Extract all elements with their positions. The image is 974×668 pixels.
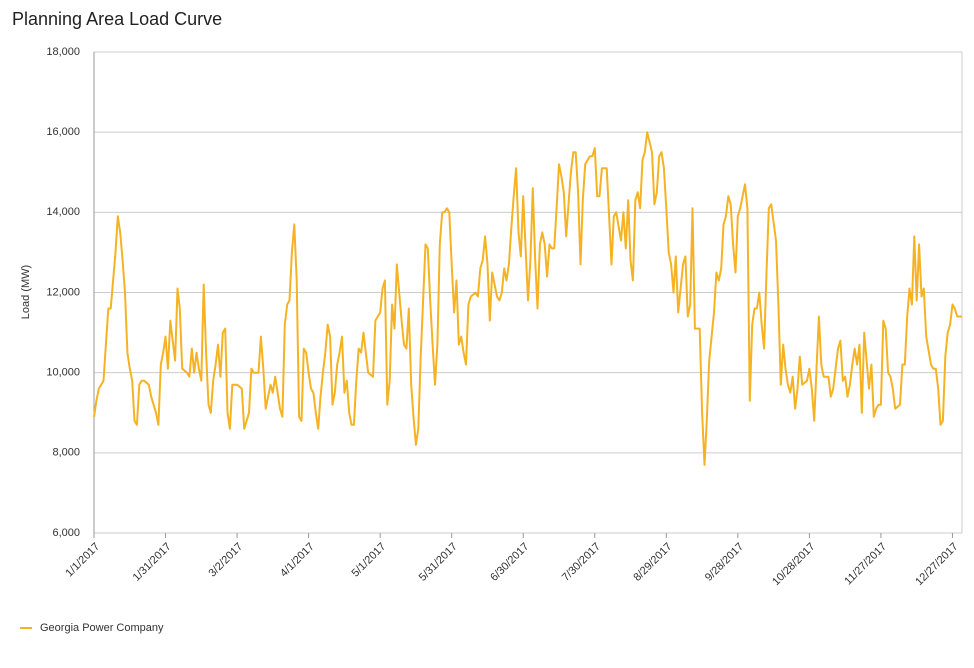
x-tick-label: 7/30/2017 bbox=[560, 541, 603, 584]
x-tick-label: 3/2/2017 bbox=[206, 541, 245, 580]
x-tick-label: 8/29/2017 bbox=[631, 541, 674, 584]
y-tick-label: 8,000 bbox=[52, 447, 80, 459]
x-tick-label: 5/1/2017 bbox=[350, 541, 389, 580]
y-tick-label: 14,000 bbox=[46, 206, 80, 218]
x-tick-label: 9/28/2017 bbox=[703, 541, 746, 584]
y-tick-label: 12,000 bbox=[46, 286, 80, 298]
x-tick-label: 5/31/2017 bbox=[417, 541, 460, 584]
y-tick-label: 6,000 bbox=[52, 527, 80, 539]
y-tick-label: 10,000 bbox=[46, 367, 80, 379]
legend-label: Georgia Power Company bbox=[40, 622, 164, 634]
x-tick-label: 1/31/2017 bbox=[131, 541, 174, 584]
y-axis-label: Load (MW) bbox=[20, 265, 32, 319]
line-series bbox=[93, 131, 962, 466]
x-tick-label: 6/30/2017 bbox=[488, 541, 531, 584]
x-tick-label: 4/1/2017 bbox=[278, 541, 317, 580]
chart-title: Planning Area Load Curve bbox=[12, 9, 222, 29]
y-tick-label: 18,000 bbox=[46, 46, 80, 58]
y-tick-label: 16,000 bbox=[46, 126, 80, 138]
x-tick-label: 10/28/2017 bbox=[770, 541, 817, 588]
x-tick-label: 12/27/2017 bbox=[913, 541, 960, 588]
x-tick-label: 11/27/2017 bbox=[842, 541, 889, 588]
x-tick-label: 1/1/2017 bbox=[63, 541, 102, 580]
